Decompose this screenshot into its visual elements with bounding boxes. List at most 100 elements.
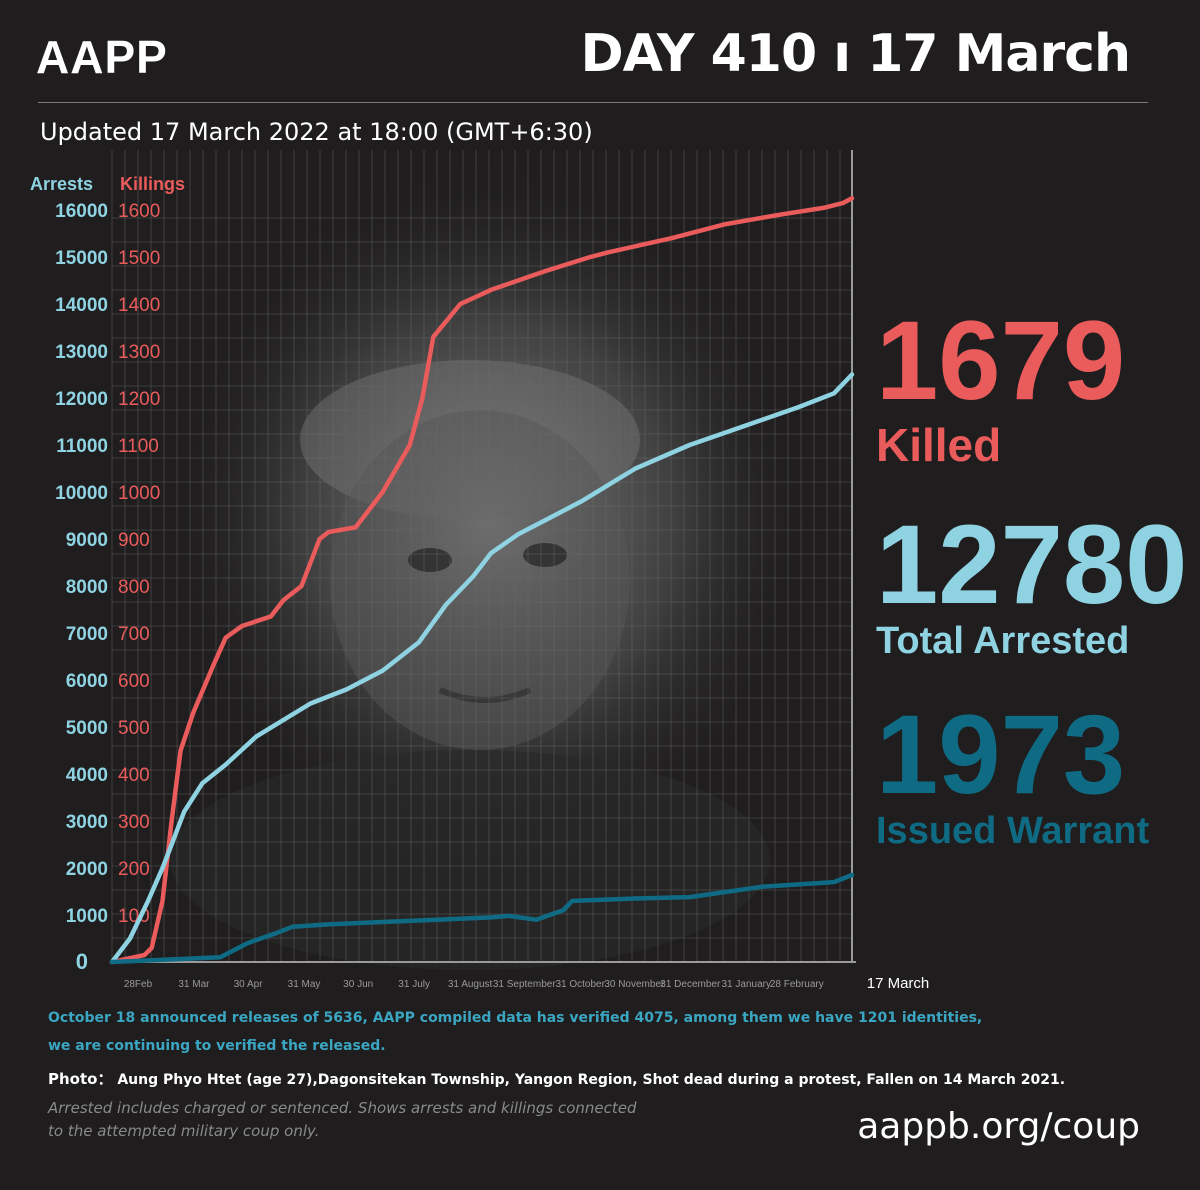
series-point-issued-warrant bbox=[434, 917, 439, 922]
series-point-issued-warrant bbox=[850, 873, 854, 878]
series-point-issued-warrant bbox=[380, 920, 385, 925]
series-point-issued-warrant bbox=[561, 908, 566, 913]
series-point-killings bbox=[407, 443, 412, 447]
series-point-arrests bbox=[489, 551, 494, 556]
x-tick-label: 31 August bbox=[448, 979, 493, 990]
x-end-label: 17 March bbox=[867, 975, 930, 992]
series-point-killings bbox=[606, 250, 611, 255]
killings-tick-label: 1000 bbox=[118, 483, 160, 504]
warrant-count: 1973 bbox=[876, 692, 1126, 817]
warrant-label: Issued Warrant bbox=[876, 810, 1150, 852]
series-point-killings bbox=[516, 278, 521, 283]
killings-tick-label: 500 bbox=[118, 718, 150, 739]
killings-tick-label: 1600 bbox=[118, 201, 160, 222]
updated-timestamp: Updated 17 March 2022 at 18:00 (GMT+6:30… bbox=[40, 118, 593, 146]
x-tick-label: 28Feb bbox=[124, 979, 153, 990]
series-point-arrests bbox=[160, 866, 165, 870]
photo-caption: Photo： Aung Phyo Htet (age 27),Dagonsite… bbox=[48, 1068, 1065, 1089]
arrested-label: Total Arrested bbox=[876, 620, 1130, 662]
line-chart: Arrests Killings1600015000140001300012000… bbox=[30, 150, 930, 992]
killings-tick-label: 300 bbox=[118, 812, 150, 833]
killings-tick-label: 1300 bbox=[118, 342, 160, 363]
arrests-tick-label: 10000 bbox=[55, 483, 108, 504]
arrested-count: 12780 bbox=[876, 502, 1188, 627]
series-point-arrests bbox=[308, 701, 313, 706]
series-point-killings bbox=[489, 287, 494, 292]
series-point-arrests bbox=[579, 499, 584, 504]
series-point-killings bbox=[149, 945, 154, 950]
series-point-issued-warrant bbox=[759, 884, 764, 889]
series-point-arrests bbox=[416, 640, 421, 645]
chart-series bbox=[109, 196, 855, 965]
killings-tick-label: 400 bbox=[118, 765, 150, 786]
arrests-tick-label: 13000 bbox=[55, 342, 108, 363]
arrests-tick-label: 2000 bbox=[66, 859, 108, 880]
series-point-killings bbox=[420, 396, 425, 400]
arrests-tick-label: 15000 bbox=[55, 248, 108, 269]
arrests-tick-label: 9000 bbox=[66, 530, 108, 551]
series-point-issued-warrant bbox=[507, 913, 512, 918]
series-line-issued-warrant bbox=[109, 872, 855, 965]
series-point-arrests bbox=[223, 762, 228, 767]
killings-axis-title: Killings bbox=[120, 174, 185, 194]
arrests-tick-label: 3000 bbox=[66, 812, 108, 833]
series-point-arrests bbox=[146, 898, 151, 903]
series-point-issued-warrant bbox=[245, 941, 250, 946]
arrests-tick-label: 11000 bbox=[56, 436, 108, 457]
x-tick-label: 30 Apr bbox=[234, 979, 264, 990]
series-point-issued-warrant bbox=[570, 898, 575, 903]
series-point-arrests bbox=[831, 391, 836, 396]
series-point-killings bbox=[326, 529, 331, 534]
x-tick-label: 31 July bbox=[398, 979, 430, 990]
series-point-killings bbox=[669, 236, 674, 241]
arrests-tick-label: 8000 bbox=[66, 577, 108, 598]
killed-label: Killed bbox=[876, 419, 1002, 471]
killings-tick-label: 700 bbox=[118, 624, 150, 645]
day-counter: DAY 410 ı 17 March bbox=[580, 24, 1131, 84]
series-point-killings bbox=[317, 537, 322, 541]
arrests-tick-label: 14000 bbox=[55, 295, 108, 316]
series-line-killings bbox=[109, 196, 855, 965]
series-point-arrests bbox=[380, 668, 385, 673]
series-point-killings bbox=[380, 490, 385, 494]
series-point-issued-warrant bbox=[272, 931, 277, 936]
series-point-arrests bbox=[687, 443, 692, 447]
series-point-killings bbox=[142, 952, 147, 957]
series-point-issued-warrant bbox=[110, 960, 114, 964]
series-point-killings bbox=[299, 584, 304, 588]
x-tick-label: 31 May bbox=[288, 979, 321, 990]
series-point-arrests bbox=[633, 466, 638, 471]
series-point-arrests bbox=[344, 687, 349, 692]
series-point-killings bbox=[268, 614, 273, 619]
arrests-axis-title: Arrests bbox=[30, 174, 93, 194]
killings-tick-label: 1200 bbox=[118, 389, 160, 410]
arrests-tick-label: 7000 bbox=[66, 624, 108, 645]
series-point-killings bbox=[169, 819, 174, 823]
arrests-tick-label: 6000 bbox=[66, 671, 108, 692]
arrests-tick-label: 4000 bbox=[66, 765, 108, 786]
series-point-arrests bbox=[128, 936, 133, 941]
killings-tick-label: 600 bbox=[118, 671, 150, 692]
x-tick-label: 28 February bbox=[770, 979, 824, 990]
series-point-killings bbox=[850, 196, 854, 201]
series-point-killings bbox=[458, 302, 463, 306]
footnote-line1: Arrested includes charged or sentenced. … bbox=[48, 1099, 637, 1117]
series-point-killings bbox=[543, 269, 548, 274]
series-point-arrests bbox=[741, 424, 746, 429]
series-point-arrests bbox=[470, 574, 475, 579]
series-point-issued-warrant bbox=[489, 915, 494, 920]
x-tick-label: 31 January bbox=[722, 979, 771, 990]
website-link[interactable]: aappb.org/coup bbox=[857, 1106, 1140, 1147]
arrests-tick-label: 16000 bbox=[55, 201, 108, 222]
photo-caption-text: Aung Phyo Htet (age 27),Dagonsitekan Tow… bbox=[117, 1072, 1066, 1088]
series-point-issued-warrant bbox=[218, 955, 223, 960]
series-point-killings bbox=[723, 222, 728, 227]
series-point-issued-warrant bbox=[326, 922, 331, 927]
x-tick-label: 31 Mar bbox=[178, 979, 210, 990]
series-point-arrests bbox=[169, 842, 174, 847]
series-point-killings bbox=[160, 898, 165, 903]
series-point-killings bbox=[211, 663, 216, 668]
series-point-killings bbox=[777, 212, 782, 217]
killed-count: 1679 bbox=[876, 298, 1126, 423]
series-point-killings bbox=[840, 200, 845, 205]
